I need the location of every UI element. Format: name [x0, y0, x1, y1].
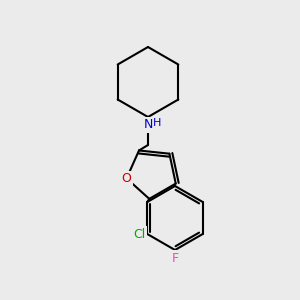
Text: N: N [143, 118, 153, 131]
Text: H: H [153, 118, 161, 128]
Text: O: O [122, 172, 131, 185]
Text: Cl: Cl [133, 227, 145, 241]
Text: F: F [171, 251, 178, 265]
